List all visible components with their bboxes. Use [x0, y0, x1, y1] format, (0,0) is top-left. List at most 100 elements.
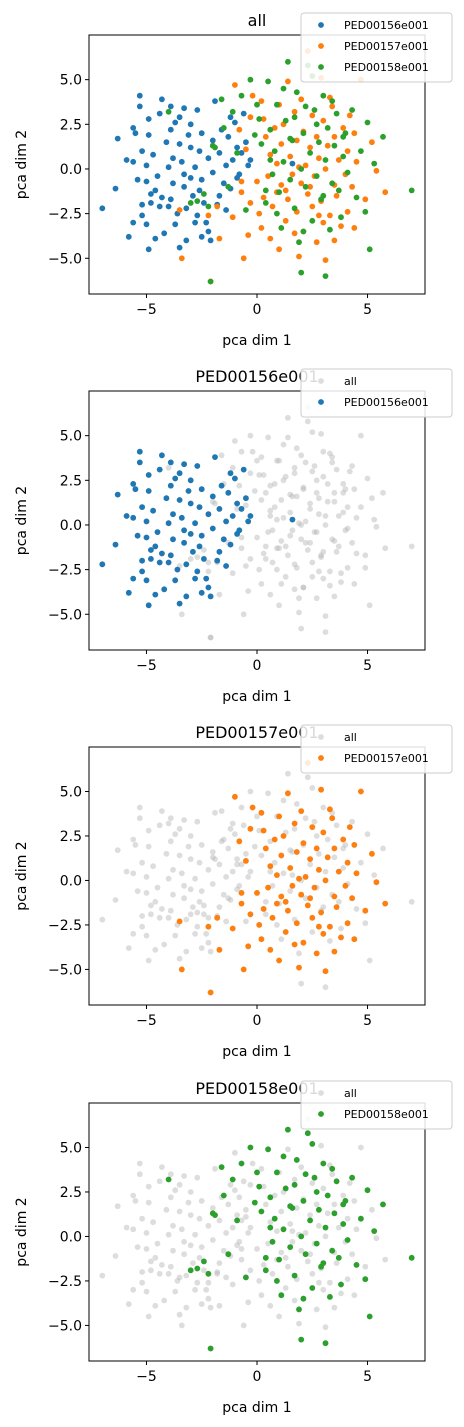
data-point-ped00158e001	[298, 269, 305, 276]
data-point-all	[247, 432, 254, 439]
data-point-all	[143, 1230, 150, 1236]
data-point-all	[318, 554, 324, 560]
data-point-ped00157e001	[333, 192, 340, 199]
data-point-ped00157e001	[276, 957, 282, 964]
data-point-ped00157e001	[362, 196, 369, 203]
data-point-all	[201, 911, 207, 918]
data-point-ped00158e001	[340, 133, 347, 140]
data-point-all	[123, 868, 130, 875]
data-point-ped00156e001	[198, 589, 205, 596]
data-point-ped00157e001	[296, 875, 302, 882]
data-point-ped00158e001	[212, 1212, 218, 1218]
data-point-all	[176, 1311, 183, 1318]
data-point-ped00157e001	[238, 900, 245, 907]
data-point-all	[251, 488, 258, 494]
data-point-all	[167, 838, 174, 845]
data-point-ped00158e001	[340, 153, 347, 160]
data-point-all	[167, 907, 174, 914]
data-point-all	[145, 1199, 152, 1206]
data-point-all	[243, 1206, 249, 1213]
data-point-all	[340, 509, 347, 516]
data-point-all	[240, 1178, 247, 1185]
data-point-all	[243, 918, 249, 925]
data-point-ped00158e001	[258, 1208, 265, 1215]
data-point-all	[194, 1174, 201, 1181]
data-point-ped00158e001	[165, 1176, 172, 1183]
data-point-all	[176, 955, 183, 962]
data-point-all	[364, 831, 371, 838]
data-point-all	[209, 849, 216, 855]
data-point-all	[287, 491, 294, 498]
data-point-all	[167, 1171, 174, 1178]
data-point-ped00157e001	[302, 874, 309, 880]
data-point-all	[335, 513, 342, 519]
data-point-ped00157e001	[238, 178, 245, 185]
data-point-ped00157e001	[307, 183, 313, 190]
data-point-ped00156e001	[212, 454, 218, 460]
data-point-all	[240, 611, 247, 618]
data-point-all	[187, 856, 194, 862]
data-point-ped00157e001	[245, 943, 252, 950]
data-point-ped00156e001	[232, 475, 238, 482]
data-point-ped00157e001	[260, 906, 267, 912]
data-point-all	[170, 866, 176, 873]
data-point-all	[165, 875, 172, 882]
data-point-all	[185, 843, 192, 850]
y-axis-label: pca dim 2	[14, 486, 30, 555]
data-point-all	[232, 831, 238, 838]
data-point-ped00157e001	[278, 852, 285, 859]
data-point-all	[165, 820, 172, 827]
y-tick-label: −2.5	[48, 918, 82, 934]
legend-marker	[318, 399, 324, 405]
data-point-all	[269, 559, 276, 566]
data-point-all	[236, 482, 243, 489]
data-point-ped00158e001	[280, 85, 287, 92]
data-point-all	[316, 511, 322, 518]
data-point-ped00158e001	[320, 1160, 327, 1167]
data-point-all	[302, 459, 309, 466]
data-point-ped00158e001	[302, 183, 309, 190]
data-point-ped00157e001	[322, 877, 329, 884]
data-point-ped00157e001	[309, 112, 316, 119]
y-tick-label: 5.0	[60, 784, 82, 800]
data-point-all	[163, 1206, 170, 1213]
data-point-ped00157e001	[382, 900, 389, 907]
data-point-ped00156e001	[190, 192, 196, 199]
chart-panel-3: −5 0 5 −5.0 −2.5 0.0 2.5 5.0 pca dim 1 pca dim 2 P…	[14, 723, 453, 1060]
data-point-all	[300, 584, 307, 591]
data-point-ped00158e001	[262, 1267, 269, 1274]
data-point-ped00158e001	[316, 139, 322, 146]
data-point-ped00158e001	[287, 1203, 294, 1210]
data-point-ped00157e001	[269, 203, 276, 210]
data-point-all	[156, 822, 163, 829]
data-point-ped00156e001	[172, 221, 179, 228]
data-point-ped00156e001	[130, 219, 137, 226]
data-point-all	[132, 1198, 139, 1204]
data-point-ped00156e001	[201, 556, 207, 562]
data-point-ped00157e001	[238, 189, 245, 196]
data-point-all	[338, 925, 344, 932]
data-point-ped00156e001	[214, 557, 221, 564]
data-point-all	[362, 920, 369, 927]
data-point-ped00157e001	[293, 920, 300, 927]
data-point-all	[280, 477, 287, 484]
data-point-ped00157e001	[340, 836, 347, 843]
data-point-ped00157e001	[333, 904, 340, 910]
data-point-ped00158e001	[187, 1267, 194, 1274]
data-point-ped00156e001	[154, 529, 161, 535]
data-point-ped00156e001	[130, 158, 137, 165]
data-point-all	[176, 1208, 183, 1215]
data-point-all	[234, 886, 241, 893]
data-point-ped00158e001	[331, 142, 338, 149]
y-tick-label: −2.5	[48, 1274, 82, 1290]
data-point-ped00156e001	[187, 144, 194, 151]
legend-marker	[318, 22, 324, 28]
data-point-ped00156e001	[183, 205, 190, 212]
data-point-ped00157e001	[178, 255, 185, 262]
data-point-all	[227, 825, 234, 832]
data-point-ped00156e001	[156, 110, 163, 117]
data-point-all	[192, 1286, 199, 1293]
data-point-all	[185, 1199, 192, 1206]
data-point-ped00156e001	[243, 139, 249, 146]
data-point-ped00156e001	[170, 155, 176, 162]
